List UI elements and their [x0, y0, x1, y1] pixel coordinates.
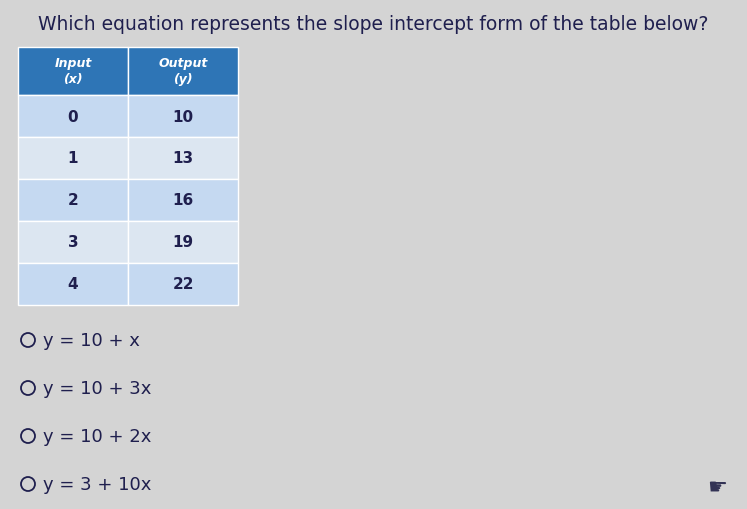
Text: Which equation represents the slope intercept form of the table below?: Which equation represents the slope inte…: [38, 15, 709, 34]
Text: 4: 4: [68, 277, 78, 292]
Text: y = 10 + 2x: y = 10 + 2x: [43, 427, 152, 445]
Bar: [128, 48, 238, 96]
Text: y = 10 + x: y = 10 + x: [43, 331, 140, 349]
Text: 22: 22: [173, 277, 193, 292]
Text: y = 10 + 3x: y = 10 + 3x: [43, 379, 152, 397]
Bar: [128, 180, 238, 221]
Bar: [18, 48, 128, 96]
Bar: [18, 180, 128, 221]
Text: Input
(x): Input (x): [55, 58, 92, 87]
Bar: [128, 96, 238, 138]
Text: Output
(y): Output (y): [158, 58, 208, 87]
Bar: [128, 138, 238, 180]
Text: 0: 0: [68, 109, 78, 124]
Text: 10: 10: [173, 109, 193, 124]
Text: ☛: ☛: [707, 477, 727, 497]
Text: 3: 3: [68, 235, 78, 250]
Bar: [128, 264, 238, 305]
Text: 1: 1: [68, 151, 78, 166]
Text: 2: 2: [68, 193, 78, 208]
Bar: [18, 96, 128, 138]
Bar: [18, 264, 128, 305]
Text: 13: 13: [173, 151, 193, 166]
Text: y = 3 + 10x: y = 3 + 10x: [43, 475, 152, 493]
Text: 16: 16: [173, 193, 193, 208]
Text: 19: 19: [173, 235, 193, 250]
Bar: [128, 221, 238, 264]
Bar: [18, 221, 128, 264]
Bar: [18, 138, 128, 180]
